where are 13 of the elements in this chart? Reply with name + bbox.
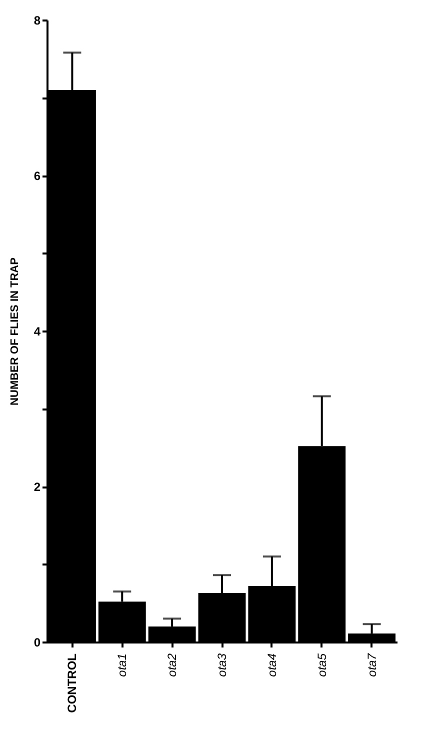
y-tick-label: 2	[34, 480, 41, 494]
y-tick-label: 0	[34, 636, 41, 650]
x-tick-label: ota5	[314, 653, 329, 677]
y-axis-title: NUMBER OF FLIES IN TRAP	[8, 258, 21, 406]
x-tick-label: ota2	[165, 653, 180, 677]
y-tick-label: 8	[34, 14, 41, 28]
x-tick-label: ota1	[115, 654, 130, 677]
y-tick-label: 4	[34, 324, 41, 338]
x-tick-label: CONTROL	[65, 654, 80, 713]
x-tick-label: ota7	[364, 652, 379, 677]
x-tick-label: ota3	[215, 653, 229, 677]
x-tick-label: ota4	[264, 653, 279, 677]
y-tick-label: 6	[34, 169, 41, 183]
